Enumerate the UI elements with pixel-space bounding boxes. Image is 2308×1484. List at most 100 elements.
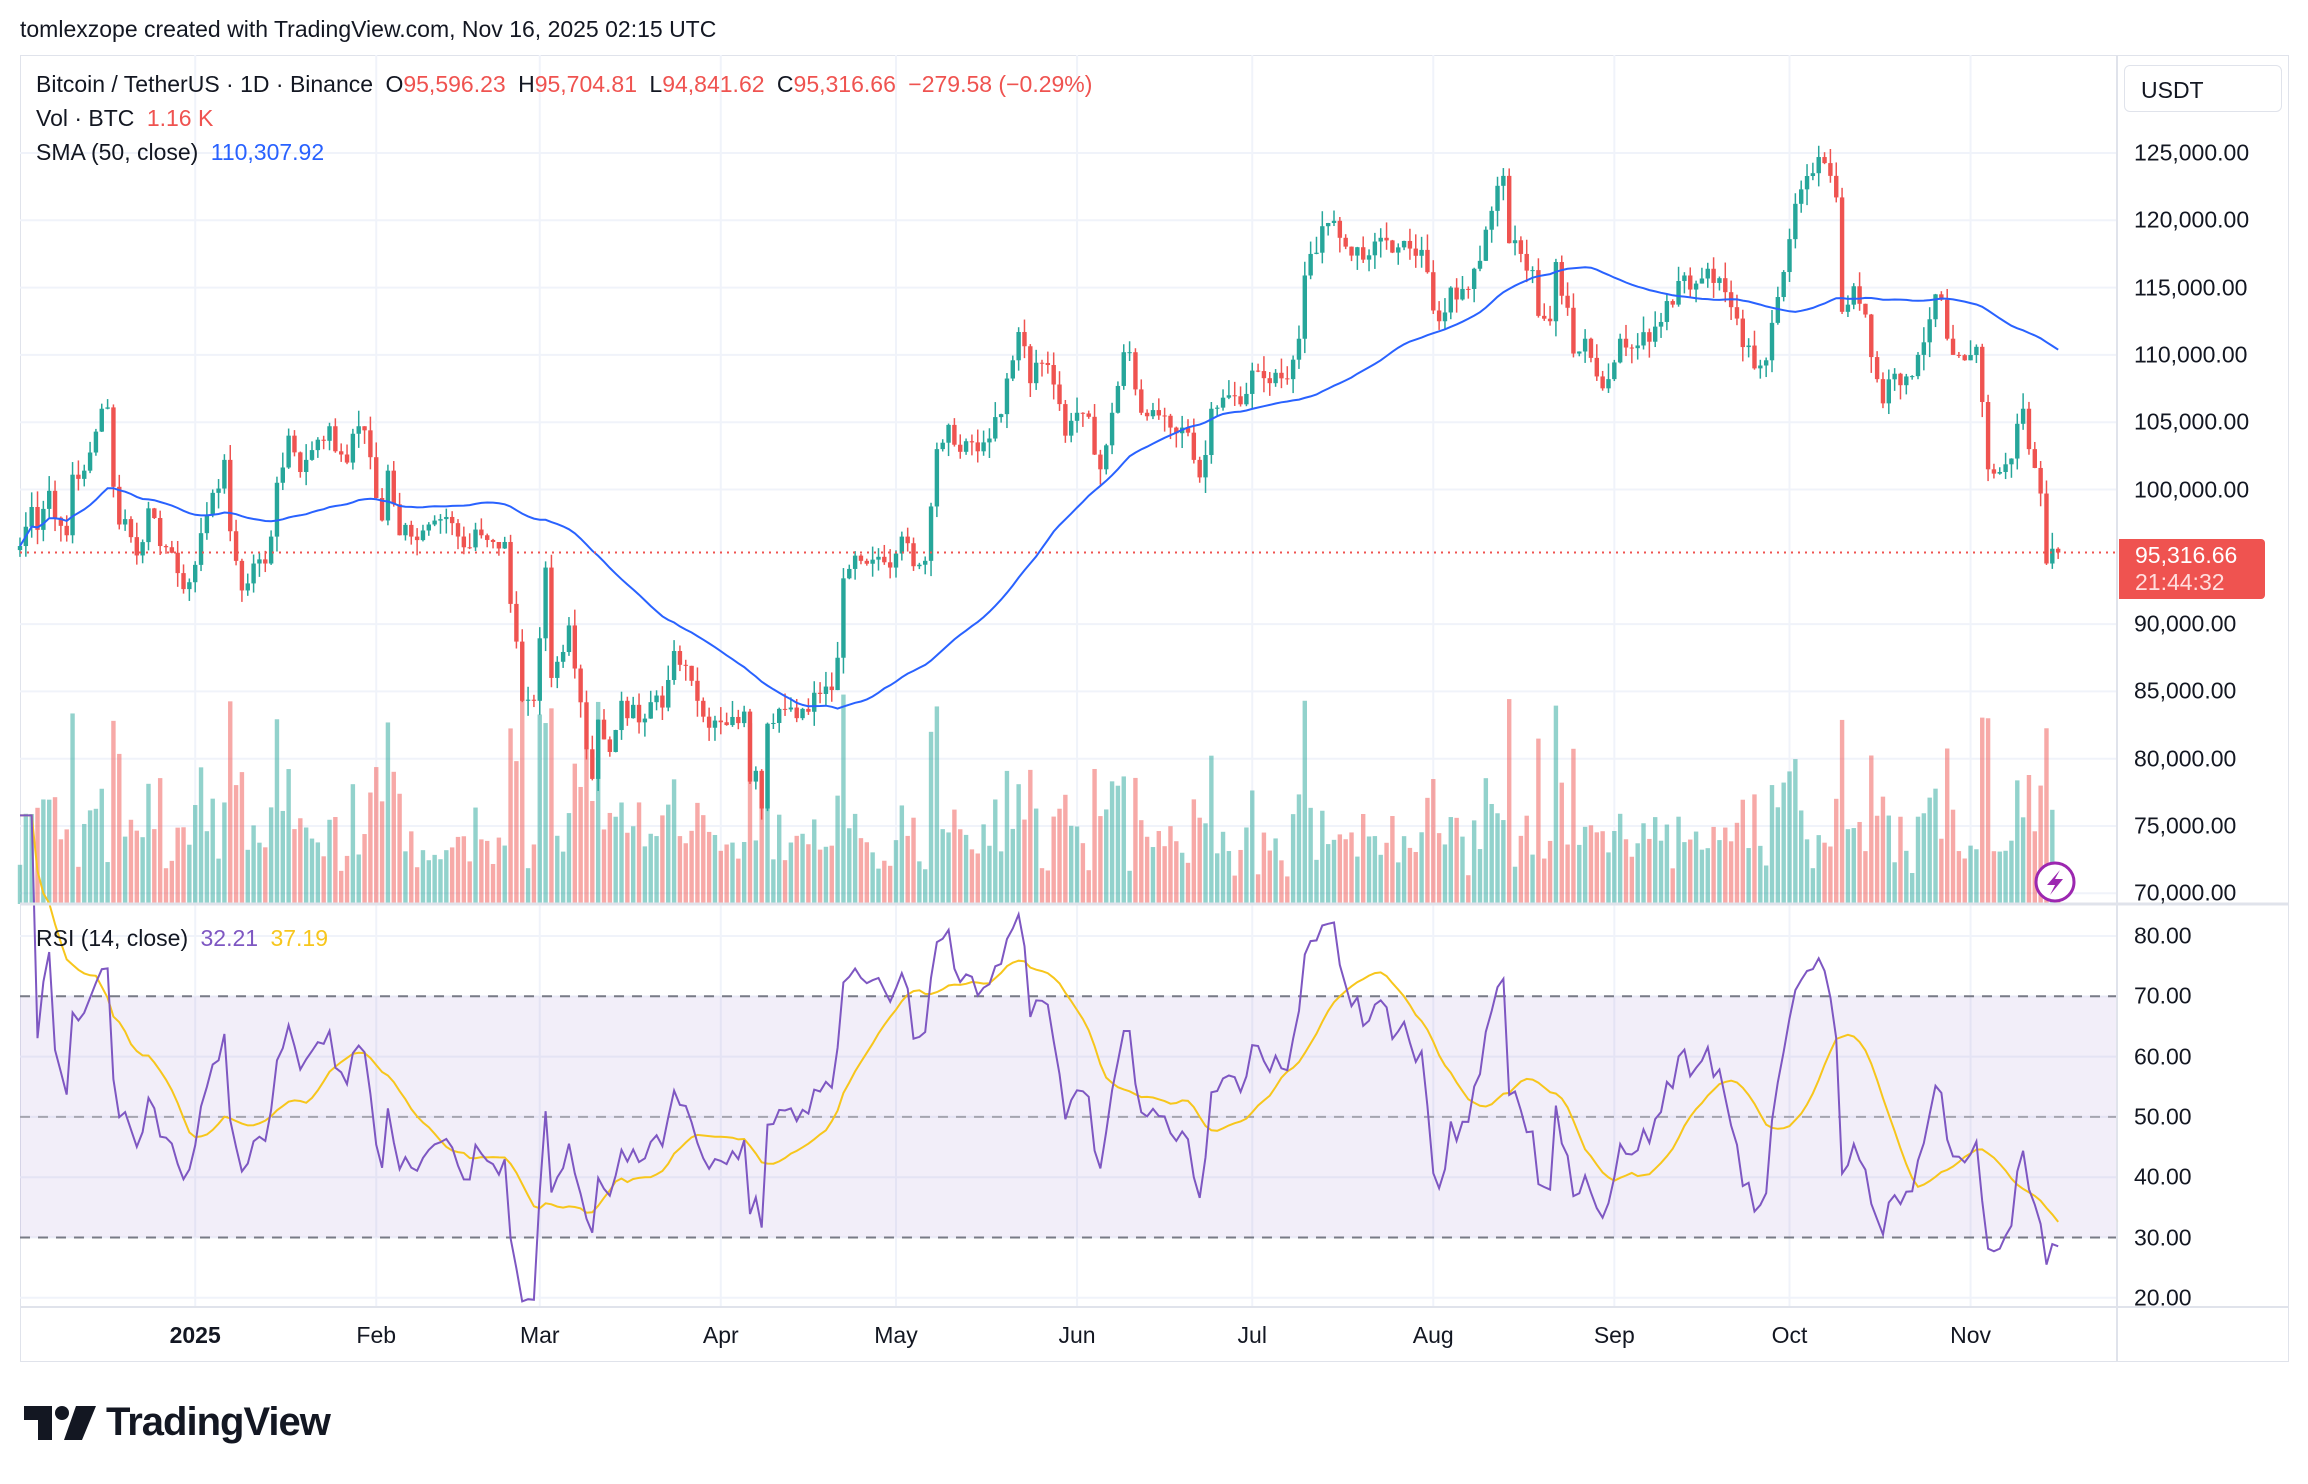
symbol-legend[interactable]: Bitcoin / TetherUS · 1D · Binance O95,59… [36, 71, 1098, 98]
volume-bar [157, 778, 163, 904]
volume-bar [1956, 851, 1962, 904]
volume-bar [741, 842, 747, 904]
candle-body [1524, 253, 1529, 271]
sma-legend[interactable]: SMA (50, close) 110,307.92 [36, 139, 330, 166]
volume-bar [1705, 848, 1710, 904]
ohlc-open: O95,596.23 [385, 71, 506, 97]
volume-bar [1232, 875, 1237, 904]
volume-bar [1267, 850, 1272, 904]
volume-bar [1711, 826, 1716, 904]
volume-bar [303, 827, 309, 904]
time-tick-label: Apr [702, 1322, 739, 1348]
volume-bar [747, 723, 753, 904]
candle-body [257, 559, 262, 564]
candle-body [1039, 362, 1045, 364]
candle-body [1629, 347, 1635, 349]
candle-body [1874, 357, 1880, 380]
rsi-tick-label: 20.00 [2134, 1284, 2192, 1311]
currency-button[interactable]: USDT [2124, 65, 2282, 112]
volume-bar [578, 786, 583, 904]
volume-bar [1886, 815, 1891, 904]
volume-bar [636, 802, 642, 904]
candle-body [181, 573, 186, 590]
candle-body [1460, 288, 1465, 300]
candle-body [268, 536, 274, 564]
candle-body [666, 679, 671, 708]
rsi-tick-label: 60.00 [2134, 1043, 2192, 1070]
candle-body [1612, 362, 1617, 380]
candle-body [607, 739, 613, 752]
candle-body [362, 426, 367, 431]
rsi-value: 32.21 [200, 925, 259, 951]
volume-bar [1069, 825, 1074, 904]
candle-body [1139, 389, 1144, 413]
rsi-legend[interactable]: RSI (14, close) 32.21 37.19 [36, 925, 334, 952]
candle-body [485, 535, 490, 540]
candle-body [1810, 173, 1816, 177]
candle-body [426, 524, 431, 531]
volume-bar [1635, 843, 1640, 904]
candle-body [1261, 371, 1267, 379]
candle-body [1647, 332, 1652, 342]
volume-bar [981, 824, 986, 904]
volume-bar [1220, 831, 1226, 904]
candle-body [1168, 415, 1173, 428]
volume-bar [1250, 790, 1255, 904]
volume-bar [584, 748, 589, 904]
candle-body [1839, 197, 1845, 312]
candle-body [1150, 410, 1156, 417]
volume-bar [111, 720, 116, 904]
volume-bar [1098, 816, 1103, 904]
price-change: −279.58 (−0.29%) [908, 71, 1093, 97]
volume-bar [940, 829, 945, 904]
volume-bar [1431, 779, 1436, 904]
candle-body [1092, 416, 1097, 455]
lightning-icon[interactable] [2034, 861, 2076, 903]
candle-body [1109, 412, 1115, 446]
candle-body [1962, 355, 1967, 361]
volume-bar [1553, 705, 1559, 904]
volume-bar [1057, 808, 1062, 904]
candle-body [730, 716, 735, 726]
tradingview-logo[interactable]: TradingView [24, 1400, 331, 1445]
rsi-tick-label: 30.00 [2134, 1224, 2192, 1250]
volume-bar [975, 853, 980, 904]
candle-body [292, 435, 297, 453]
volume-bar [1074, 826, 1080, 904]
volume-bar [923, 869, 928, 904]
volume-bar [1244, 827, 1249, 904]
candle-body [1320, 226, 1325, 253]
volume-bar [1349, 832, 1354, 904]
candle-body [490, 539, 496, 542]
candle-body [1495, 185, 1500, 211]
price-tick-label: 70,000.00 [2134, 879, 2237, 906]
volume-bar [1968, 845, 1973, 904]
volume-bar [1974, 849, 1979, 904]
chart-frame [20, 55, 2289, 1362]
candle-body [695, 680, 700, 701]
candle-body [712, 720, 718, 728]
volume-legend[interactable]: Vol · BTC 1.16 K [36, 105, 219, 132]
candle-body [882, 556, 887, 563]
candle-body [1641, 332, 1646, 346]
volume-bar [1004, 770, 1010, 904]
volume-bar [852, 813, 858, 904]
volume-bar [613, 816, 618, 904]
candle-body [228, 459, 233, 532]
price-tick-label: 75,000.00 [2134, 812, 2237, 839]
candle-body [479, 529, 484, 536]
candle-body [899, 536, 905, 554]
volume-bar [1658, 840, 1664, 904]
volume-bar [70, 713, 75, 904]
volume-bar [1617, 813, 1623, 904]
volume-bar [1477, 849, 1483, 904]
volume-bar [1512, 866, 1518, 904]
candle-body [771, 722, 776, 724]
price-tick-label: 80,000.00 [2134, 745, 2237, 772]
candle-body [1909, 376, 1915, 378]
candle-body [1489, 210, 1494, 230]
candle-body [1366, 255, 1372, 260]
candle-body [1787, 239, 1792, 273]
candle-body [817, 692, 823, 694]
